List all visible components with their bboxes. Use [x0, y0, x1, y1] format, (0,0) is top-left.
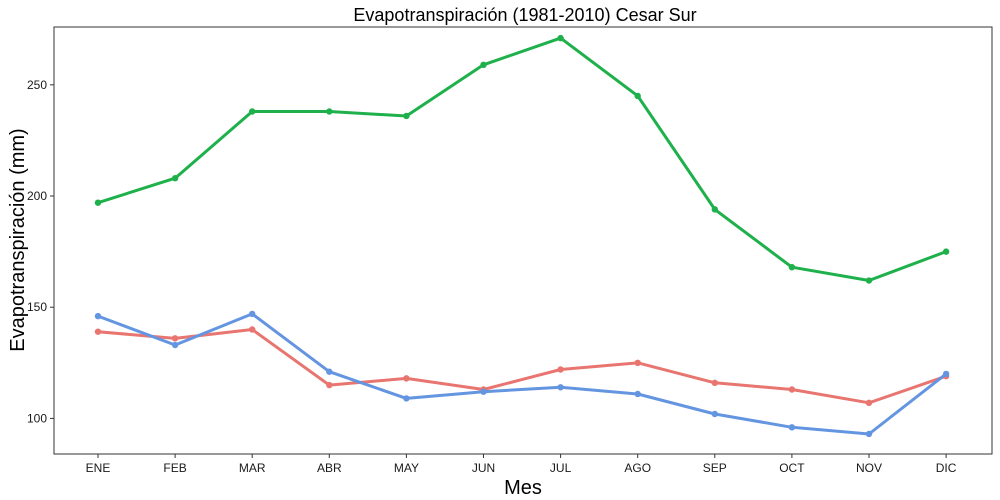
data-point	[789, 424, 795, 430]
data-point	[95, 328, 101, 334]
data-point	[480, 62, 486, 68]
y-tick-label: 100	[27, 411, 47, 425]
data-point	[943, 248, 949, 254]
data-point	[172, 335, 178, 341]
series-3	[95, 35, 950, 284]
x-tick-label: MAY	[394, 461, 419, 475]
data-point	[249, 108, 255, 114]
data-point	[866, 431, 872, 437]
data-point	[789, 264, 795, 270]
data-point	[557, 35, 563, 41]
data-point	[635, 360, 641, 366]
data-point	[480, 389, 486, 395]
x-tick-label: FEB	[163, 461, 186, 475]
x-axis-title: Mes	[504, 477, 542, 499]
series-group	[95, 35, 950, 437]
data-point	[403, 395, 409, 401]
x-tick-label: JUL	[550, 461, 572, 475]
data-point	[943, 371, 949, 377]
data-point	[95, 313, 101, 319]
chart-title: Evapotranspiración (1981-2010) Cesar Sur	[353, 5, 696, 25]
data-point	[557, 366, 563, 372]
data-point	[712, 411, 718, 417]
x-tick-label: OCT	[779, 461, 805, 475]
data-point	[172, 342, 178, 348]
data-point	[403, 113, 409, 119]
y-tick-label: 200	[27, 189, 47, 203]
data-point	[249, 326, 255, 332]
series-1	[95, 326, 950, 406]
data-point	[712, 380, 718, 386]
x-tick-label: DIC	[936, 461, 957, 475]
series-2	[95, 311, 950, 437]
data-point	[172, 175, 178, 181]
series-line	[98, 38, 946, 280]
y-tick-label: 250	[27, 78, 47, 92]
data-point	[557, 384, 563, 390]
data-point	[866, 277, 872, 283]
x-tick-label: NOV	[856, 461, 882, 475]
data-point	[403, 375, 409, 381]
y-axis-title: Evapotranspiración (mm)	[7, 128, 29, 351]
y-axis: 100 150 200 250	[27, 78, 54, 426]
x-tick-label: AGO	[624, 461, 651, 475]
x-axis: ENE FEB MAR ABR MAY JUN JUL AGO SEP OCT NOV DIC	[86, 454, 957, 475]
y-tick-label: 150	[27, 300, 47, 314]
x-tick-label: ABR	[317, 461, 342, 475]
data-point	[326, 382, 332, 388]
data-point	[866, 400, 872, 406]
x-tick-label: SEP	[703, 461, 727, 475]
x-tick-label: JUN	[472, 461, 495, 475]
data-point	[95, 199, 101, 205]
data-point	[249, 311, 255, 317]
x-tick-label: MAR	[239, 461, 266, 475]
data-point	[635, 93, 641, 99]
data-point	[326, 108, 332, 114]
x-tick-label: ENE	[86, 461, 111, 475]
data-point	[789, 386, 795, 392]
data-point	[326, 369, 332, 375]
data-point	[635, 391, 641, 397]
data-point	[712, 206, 718, 212]
series-line	[98, 330, 946, 403]
